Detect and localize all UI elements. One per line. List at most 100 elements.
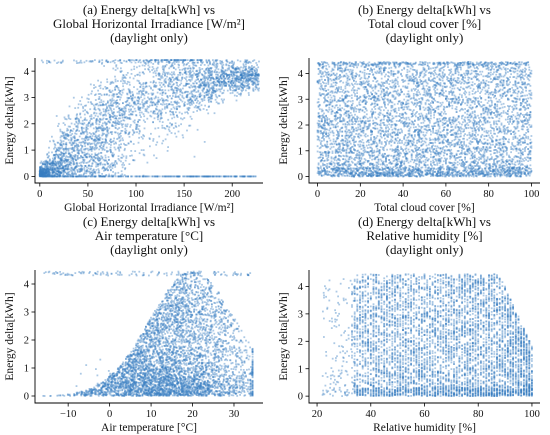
data-point: [160, 59, 163, 61]
data-point: [216, 65, 219, 67]
data-point: [106, 167, 108, 170]
data-point: [75, 117, 78, 120]
data-point: [119, 98, 121, 101]
data-point: [242, 66, 245, 69]
data-point: [230, 73, 233, 76]
data-point: [51, 173, 54, 176]
data-point: [116, 96, 119, 98]
data-point: [254, 175, 257, 178]
data-point: [40, 172, 43, 175]
data-point: [112, 155, 115, 158]
data-point: [83, 172, 86, 174]
data-point: [182, 87, 184, 90]
data-point: [255, 79, 258, 81]
data-point: [41, 173, 44, 175]
data-point: [99, 87, 102, 90]
data-point: [91, 157, 94, 160]
data-point: [249, 77, 252, 80]
data-point: [145, 90, 147, 93]
data-point: [100, 129, 103, 132]
data-point: [235, 87, 238, 90]
data-point: [47, 171, 49, 174]
data-point: [71, 156, 74, 159]
data-point: [232, 87, 234, 89]
data-point: [133, 68, 136, 70]
data-point: [114, 101, 117, 104]
data-point: [128, 90, 131, 93]
data-point: [219, 62, 222, 64]
data-point: [82, 105, 84, 108]
data-point: [104, 111, 107, 113]
data-point: [112, 95, 115, 98]
data-point: [255, 84, 257, 87]
data-point: [175, 108, 178, 111]
data-point: [175, 89, 178, 92]
data-point: [120, 70, 123, 72]
data-point: [120, 156, 122, 159]
data-point: [156, 113, 159, 115]
data-point: [203, 83, 206, 86]
data-point: [197, 105, 199, 108]
data-point: [71, 148, 73, 151]
data-point: [251, 70, 254, 73]
data-point: [246, 74, 248, 77]
data-point: [137, 121, 139, 123]
data-point: [234, 89, 237, 92]
data-point: [176, 82, 178, 84]
data-point: [125, 175, 127, 178]
data-point: [94, 175, 97, 178]
data-point: [345, 115, 348, 117]
data-point: [202, 82, 205, 84]
data-point: [43, 173, 45, 175]
data-point: [103, 104, 105, 106]
data-point: [215, 71, 218, 74]
data-point: [166, 73, 169, 75]
data-point: [59, 172, 62, 174]
data-point: [39, 172, 42, 175]
data-point: [133, 121, 136, 124]
data-point: [149, 81, 152, 84]
data-point: [46, 167, 49, 170]
data-point: [55, 150, 58, 152]
data-point: [75, 125, 78, 128]
data-point: [67, 115, 70, 118]
data-point: [142, 134, 145, 136]
data-point: [99, 159, 101, 161]
data-point: [115, 85, 118, 88]
data-point: [184, 104, 186, 106]
data-point: [249, 74, 251, 76]
data-point: [138, 111, 141, 114]
data-point: [242, 74, 245, 77]
data-point: [39, 174, 42, 177]
scatter-points: [38, 59, 260, 178]
data-point: [63, 131, 66, 134]
data-point: [53, 162, 56, 165]
data-point: [516, 95, 519, 98]
data-point: [63, 137, 66, 139]
data-point: [198, 86, 201, 89]
data-point: [60, 151, 62, 153]
data-point: [161, 124, 164, 127]
data-point: [136, 99, 138, 102]
data-point: [207, 97, 210, 99]
data-point: [210, 91, 213, 94]
data-point: [243, 65, 246, 68]
data-point: [242, 74, 244, 77]
data-point: [134, 96, 136, 99]
data-point: [47, 167, 50, 170]
data-point: [63, 169, 66, 172]
data-point: [243, 72, 246, 74]
data-point: [44, 175, 46, 177]
data-point: [155, 81, 157, 84]
data-point: [72, 169, 75, 171]
data-point: [39, 174, 42, 177]
data-point: [487, 87, 490, 89]
data-point: [118, 107, 120, 110]
data-point: [210, 67, 213, 69]
data-point: [62, 154, 65, 157]
data-point: [41, 170, 44, 173]
data-point: [129, 60, 131, 63]
data-point: [46, 175, 49, 177]
data-point: [45, 169, 47, 172]
data-point: [158, 120, 161, 123]
